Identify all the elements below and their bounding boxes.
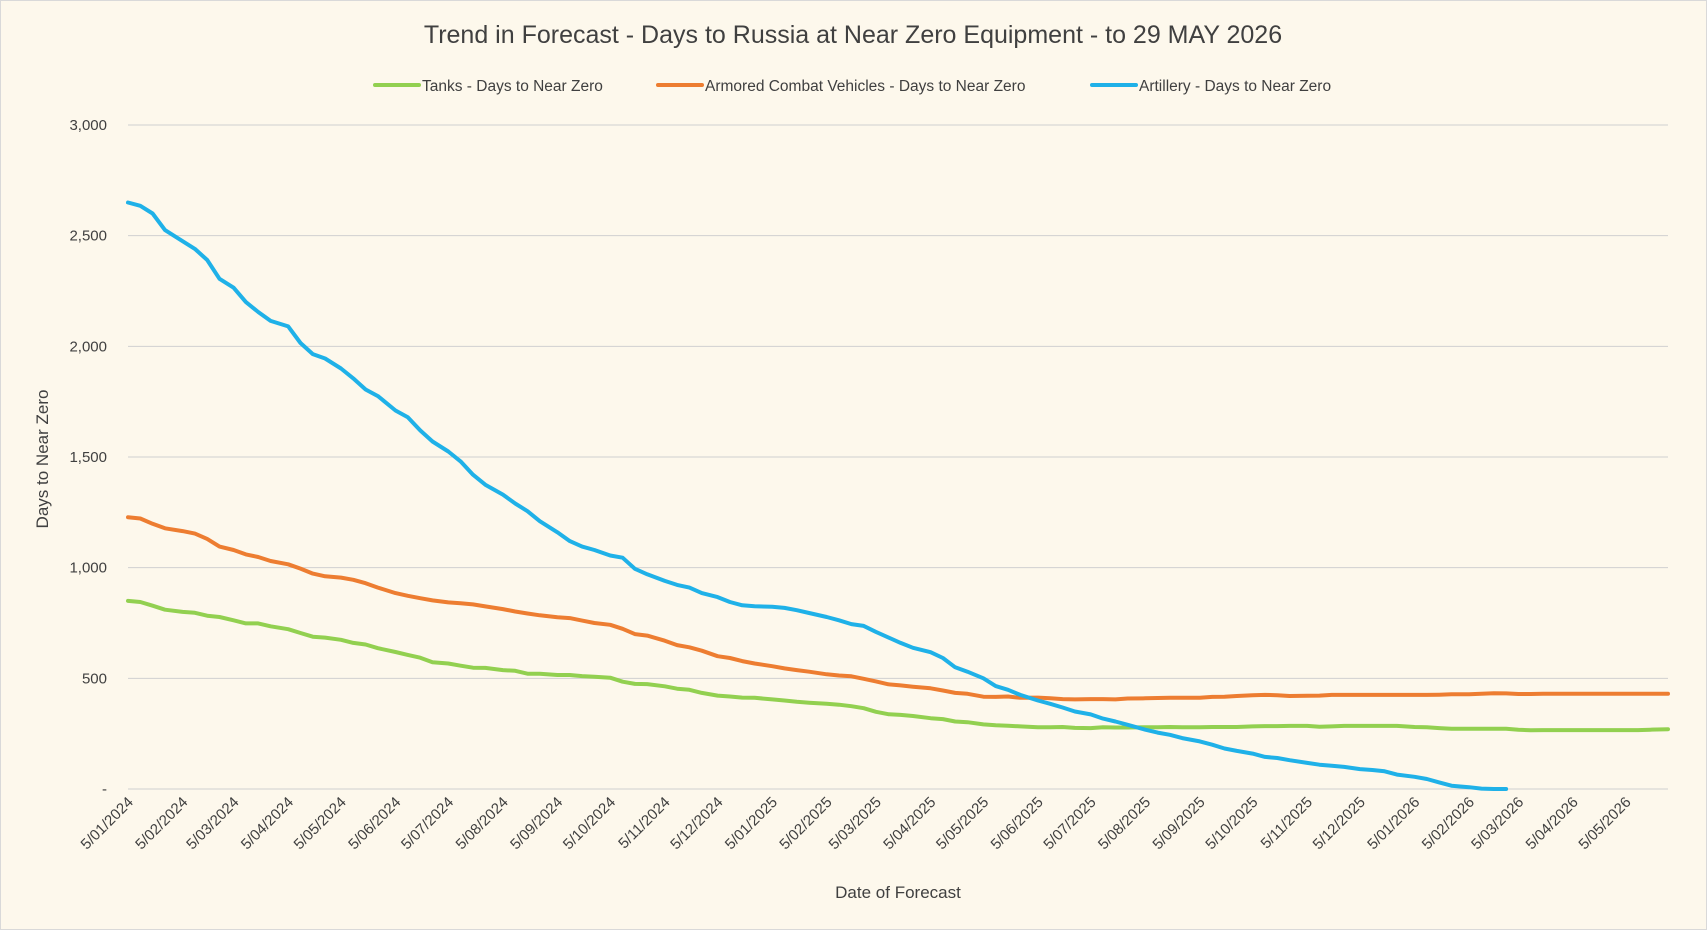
x-tick-label: 5/01/2025 [722, 794, 781, 853]
y-tick-label: 1,000 [69, 560, 107, 577]
gridlines [128, 124, 1668, 790]
x-tick-label: 5/11/2025 [1258, 794, 1316, 852]
y-tick-label: 2,000 [69, 338, 107, 355]
x-tick-label: 5/05/2025 [933, 794, 992, 853]
x-tick-label: 5/02/2026 [1419, 794, 1478, 853]
x-tick-label: 5/06/2025 [988, 794, 1047, 853]
x-tick-label: 5/07/2024 [398, 794, 457, 853]
x-tick-label: 5/03/2025 [826, 794, 885, 853]
x-tick-label: 5/08/2024 [452, 794, 511, 853]
legend: Tanks - Days to Near Zero Armored Combat … [373, 78, 1331, 95]
series-lines [126, 200, 1670, 791]
x-axis-title: Date of Forecast [835, 883, 961, 902]
x-tick-label: 5/10/2025 [1202, 794, 1261, 853]
y-tick-label: 3,000 [69, 117, 107, 134]
x-tick-label: 5/01/2024 [78, 794, 137, 853]
y-tick-label: 1,500 [69, 449, 107, 466]
x-tick-label: 5/03/2026 [1468, 794, 1527, 853]
y-axis-ticks: - 500 1,000 1,500 2,000 2,500 3,000 [69, 117, 107, 798]
x-tick-label: 5/08/2025 [1095, 794, 1154, 853]
legend-label: Armored Combat Vehicles - Days to Near Z… [705, 78, 1025, 95]
x-tick-label: 5/11/2024 [615, 794, 673, 852]
series-line-0 [126, 598, 1670, 733]
series-line-2 [126, 200, 1509, 791]
x-axis-ticks: 5/01/20245/02/20245/03/20245/04/20245/05… [78, 794, 1635, 853]
series-line-1 [126, 515, 1670, 702]
legend-label: Tanks - Days to Near Zero [422, 78, 603, 95]
x-tick-label: 5/03/2024 [183, 794, 242, 853]
x-tick-label: 5/02/2024 [132, 794, 191, 853]
x-tick-label: 5/04/2026 [1523, 794, 1582, 853]
x-tick-label: 5/10/2024 [560, 794, 619, 853]
x-tick-label: 5/07/2025 [1040, 794, 1099, 853]
x-tick-label: 5/05/2024 [291, 794, 350, 853]
y-tick-label: - [102, 781, 107, 798]
legend-label: Artillery - Days to Near Zero [1139, 78, 1331, 95]
x-tick-label: 5/09/2024 [507, 794, 566, 853]
x-tick-label: 5/02/2025 [776, 794, 835, 853]
x-tick-label: 5/01/2026 [1364, 794, 1423, 853]
x-tick-label: 5/05/2026 [1575, 794, 1634, 853]
x-tick-label: 5/12/2024 [667, 794, 726, 853]
y-axis-title: Days to Near Zero [33, 390, 52, 529]
x-tick-label: 5/09/2025 [1149, 794, 1208, 853]
y-tick-label: 500 [82, 670, 107, 687]
x-tick-label: 5/04/2025 [880, 794, 939, 853]
x-tick-label: 5/04/2024 [238, 794, 297, 853]
x-tick-label: 5/06/2024 [345, 794, 404, 853]
x-tick-label: 5/12/2025 [1310, 794, 1369, 853]
y-tick-label: 2,500 [69, 228, 107, 245]
chart-title: Trend in Forecast - Days to Russia at Ne… [424, 21, 1282, 49]
